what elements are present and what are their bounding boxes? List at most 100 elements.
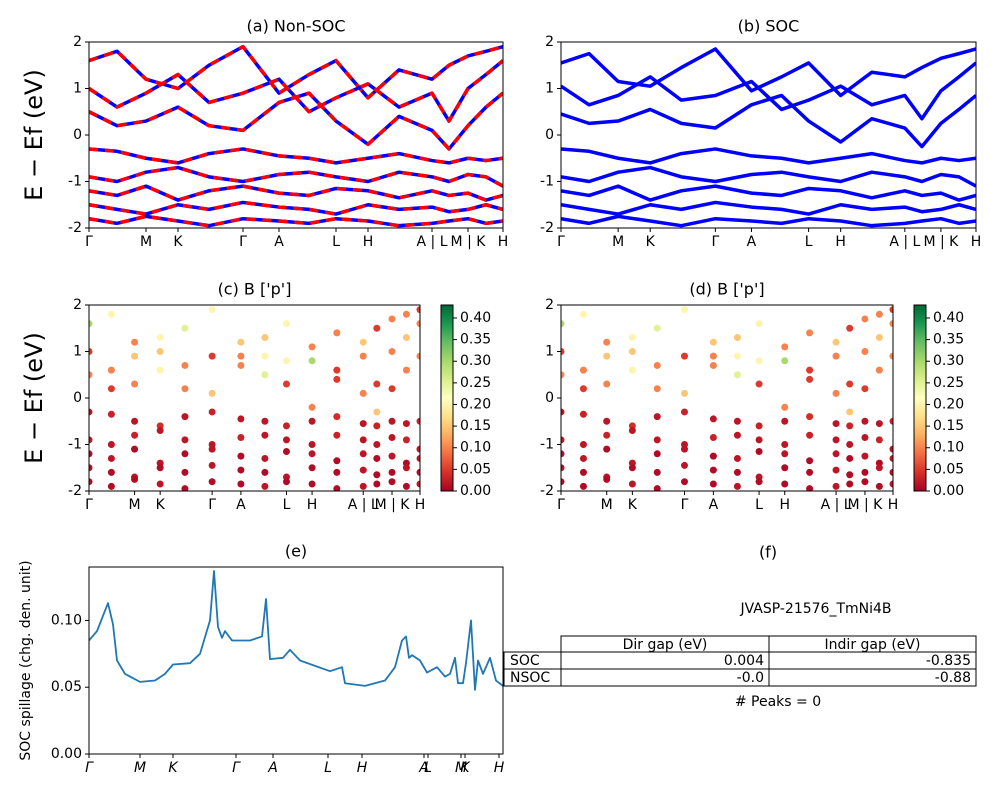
y-tick-label: -1	[540, 437, 554, 453]
band-point	[156, 464, 164, 472]
band-point	[861, 452, 869, 460]
x-tick-label: Γ	[239, 234, 247, 250]
panel-title: (a) Non-SOC	[247, 17, 346, 36]
band-point	[402, 464, 410, 472]
y-axis-label: SOC spillage (chg. den. unit)	[18, 560, 34, 760]
colorbar-tick-label: 0.35	[460, 332, 491, 348]
x-tick-label: H	[307, 497, 318, 513]
x-tick-label: K	[168, 760, 179, 776]
band-point	[781, 480, 789, 488]
colorbar-tick-label: 0.05	[933, 461, 964, 477]
x-tick-label: L	[332, 234, 340, 250]
y-tick-label: 0	[545, 390, 554, 406]
band-point	[416, 445, 420, 453]
band-point	[208, 389, 216, 397]
table-note: # Peaks = 0	[735, 694, 821, 710]
panel-title: (f)	[759, 543, 777, 562]
colorbar	[913, 304, 927, 492]
panel-title: (e)	[285, 542, 307, 561]
band-point	[875, 420, 883, 428]
band-line-overlay	[89, 214, 503, 228]
band-point	[416, 417, 420, 425]
band-point	[89, 408, 93, 416]
band-point	[89, 464, 93, 472]
table-value: 0.004	[724, 653, 764, 669]
band-point	[181, 413, 189, 421]
panel-title: (c) B ['p']	[218, 280, 292, 299]
x-tick-label: K	[646, 234, 656, 250]
band-point	[889, 306, 893, 314]
band-point	[208, 408, 216, 416]
band-line	[561, 61, 976, 121]
band-point	[579, 468, 587, 476]
band-point	[733, 417, 741, 425]
band-point	[308, 403, 316, 411]
y-tick-label: 0	[73, 390, 82, 406]
band-point	[261, 334, 269, 342]
y-tick-label: 1	[545, 344, 554, 360]
band-point	[308, 417, 316, 425]
band-point	[402, 436, 410, 444]
panel-title: (d) B ['p']	[689, 280, 764, 299]
band-point	[561, 371, 565, 379]
band-point	[156, 480, 164, 488]
table-cell	[768, 668, 977, 687]
y-tick-label: 2	[73, 297, 82, 313]
band-point	[107, 482, 115, 490]
band-point	[308, 450, 316, 458]
row-label: SOC	[510, 653, 540, 669]
band-point	[806, 329, 814, 337]
band-point	[889, 320, 893, 328]
band-point	[755, 422, 763, 430]
x-tick-label: A	[709, 497, 719, 513]
x-tick-label: H	[498, 234, 509, 250]
band-point	[680, 352, 688, 360]
axes-frame	[88, 41, 504, 229]
band-line	[561, 184, 976, 202]
band-point	[308, 343, 316, 351]
colorbar-tick-label: 0.25	[933, 375, 964, 391]
x-tick-label: Γ	[85, 234, 93, 250]
x-tick-label: H	[971, 234, 982, 250]
band-point	[333, 366, 341, 374]
band-line-overlay	[89, 200, 503, 216]
band-point	[579, 441, 587, 448]
band-point	[308, 441, 316, 448]
band-point	[261, 431, 269, 439]
band-line	[561, 200, 976, 216]
band-point	[282, 422, 290, 430]
band-point	[181, 385, 189, 393]
band-point	[861, 315, 869, 323]
band-point	[402, 482, 410, 490]
x-tick-label: Γ	[557, 234, 565, 250]
x-tick-label: M	[601, 497, 613, 513]
x-tick-label: L	[755, 497, 763, 513]
band-point	[889, 454, 893, 462]
band-point	[359, 352, 367, 360]
band-point	[579, 385, 587, 393]
band-point	[181, 468, 189, 476]
table-value: -0.0	[737, 670, 764, 686]
panel-title: (b) SOC	[738, 17, 800, 36]
y-tick-label: -2	[540, 220, 554, 236]
x-tick-label: M	[612, 234, 624, 250]
band-point	[237, 361, 245, 369]
band-point	[261, 482, 269, 490]
band-point	[709, 452, 717, 460]
band-point	[709, 361, 717, 369]
band-point	[875, 334, 883, 342]
plot-area	[561, 47, 976, 228]
band-point	[333, 375, 341, 383]
band-point	[373, 422, 381, 430]
band-line	[89, 165, 503, 188]
band-point	[561, 464, 565, 472]
x-tick-label: A	[747, 234, 757, 250]
band-point	[373, 441, 381, 448]
x-tick-label: L	[283, 497, 291, 513]
band-point	[603, 338, 611, 346]
band-point	[680, 445, 688, 453]
colorbar	[440, 304, 454, 492]
band-point	[131, 380, 139, 388]
band-point	[680, 408, 688, 416]
band-point	[237, 434, 245, 442]
